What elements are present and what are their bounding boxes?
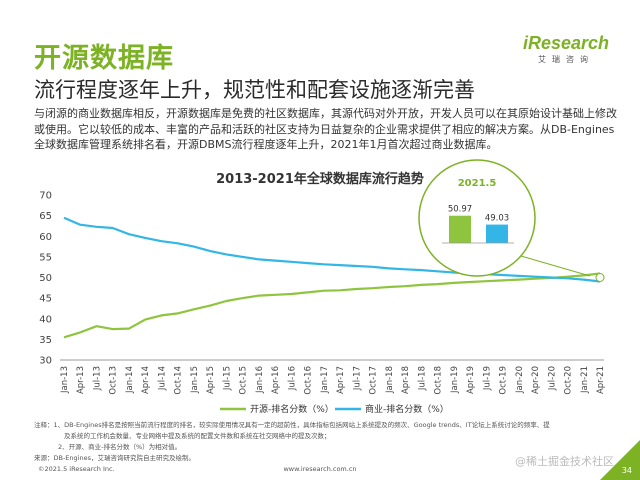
x-tick-label: Jul-15 (222, 366, 232, 391)
copyright: ©2021.5 iResearch Inc. (38, 465, 115, 473)
x-tick-label: Apr-18 (401, 366, 411, 394)
watermark: @稀土掘金技术社区 (515, 455, 614, 468)
x-tick-label: Apr-20 (531, 366, 541, 394)
commercial-line (63, 216, 601, 283)
y-tick-label: 50 (39, 273, 52, 284)
x-tick-label: Jul-18 (417, 366, 427, 391)
x-tick-label: Jan-13 (60, 366, 70, 394)
notes-block: 注释：1、DB-Engines排名是按照当前流行程度的排名，较实际使用情况具有一… (34, 420, 624, 464)
note-line: 及系统的工作机会数量、专业网络中提及系统的配置文件数和系统在社交网络中的提及次数… (64, 432, 331, 440)
y-tick-label: 55 (39, 252, 52, 263)
x-tick-label: Jul-14 (157, 366, 167, 391)
x-tick-label: Apr-17 (336, 366, 346, 394)
source-line: 来源：DB-Engines，艾瑞咨询研究院自主研究及绘制。 (34, 454, 195, 462)
page-number: 34 (621, 466, 632, 475)
y-tick-label: 30 (39, 356, 52, 367)
x-tick-label: Apr-16 (271, 366, 281, 394)
inset-title: 2021.5 (458, 178, 497, 189)
y-tick-label: 45 (39, 294, 52, 305)
x-tick-label: Jul-16 (287, 366, 297, 391)
intro-paragraph: 与闭源的商业数据库相反，开源数据库是免费的社区数据库，其源代码对外开放，开发人员… (34, 107, 617, 151)
legend-label-commercial: 商业-排名分数（%） (365, 403, 449, 415)
y-tick-label: 40 (39, 314, 52, 325)
x-tick-label: Jan-14 (125, 366, 135, 394)
x-tick-label: Jul-20 (547, 366, 557, 391)
crossover-marker (595, 273, 605, 282)
iresearch-logo: iResearch 艾瑞咨询 (520, 33, 612, 65)
x-tick-label: Apr-15 (206, 366, 216, 394)
legend-label-open-source: 开源-排名分数（%） (250, 403, 334, 415)
x-tick-label: Jan-17 (320, 366, 330, 394)
x-tick-label: Oct-14 (174, 366, 184, 395)
x-tick-label: Jan-20 (515, 366, 525, 394)
inset-circle (418, 159, 536, 277)
x-tick-label: Oct-13 (109, 366, 119, 395)
x-tick-label: Jul-13 (92, 366, 102, 391)
x-tick-label: Oct-19 (499, 366, 509, 395)
inset-bar-label-commercial: 49.03 (485, 214, 509, 224)
page-title: 开源数据库 (34, 43, 174, 74)
x-tick-label: Apr-14 (141, 366, 151, 394)
x-tick-label: Oct-18 (434, 366, 444, 395)
x-tick-label: Jul-19 (482, 366, 492, 391)
open-source-line (63, 272, 601, 339)
inset-bar-open-source (449, 215, 471, 243)
logo-brand-text: iResearch (522, 33, 610, 53)
x-tick-label: Apr-19 (466, 366, 476, 394)
x-tick-label: Jan-18 (385, 366, 395, 394)
x-tick-label: Jan-21 (580, 366, 590, 394)
x-tick-label: Jul-17 (352, 366, 362, 391)
y-tick-label: 60 (39, 232, 52, 243)
y-tick-label: 65 (39, 211, 52, 222)
x-tick-label: Oct-15 (239, 366, 249, 395)
page-subtitle: 流行程度逐年上升，规范性和配套设施逐渐完善 (34, 78, 475, 102)
x-tick-label: Jan-15 (190, 366, 200, 394)
corner-decoration (600, 440, 640, 480)
inset-bar-label-open-source: 50.97 (448, 205, 472, 215)
chart-title: 2013-2021年全球数据库流行趋势 (216, 172, 424, 187)
inset-connector-line (520, 255, 591, 277)
x-tick-label: Oct-20 (564, 366, 574, 395)
website: www.iresearch.com.cn (283, 465, 357, 473)
x-tick-label: Oct-16 (304, 366, 314, 395)
x-tick-label: Apr-21 (596, 366, 606, 394)
x-tick-label: Jan-16 (255, 366, 265, 394)
y-tick-label: 35 (39, 335, 52, 346)
note-line: 2、开源、商业-排名分数（%）为相对值。 (58, 443, 182, 451)
note-line: 注释：1、DB-Engines排名是按照当前流行程度的排名，较实际使用情况具有一… (34, 421, 550, 429)
x-tick-label: Oct-17 (369, 366, 379, 395)
x-tick-label: Jan-19 (450, 366, 460, 394)
y-tick-label: 70 (39, 191, 52, 202)
inset-bar-commercial (486, 224, 508, 243)
logo-cn-text: 艾瑞咨询 (538, 55, 594, 64)
x-tick-label: Apr-13 (76, 366, 86, 394)
